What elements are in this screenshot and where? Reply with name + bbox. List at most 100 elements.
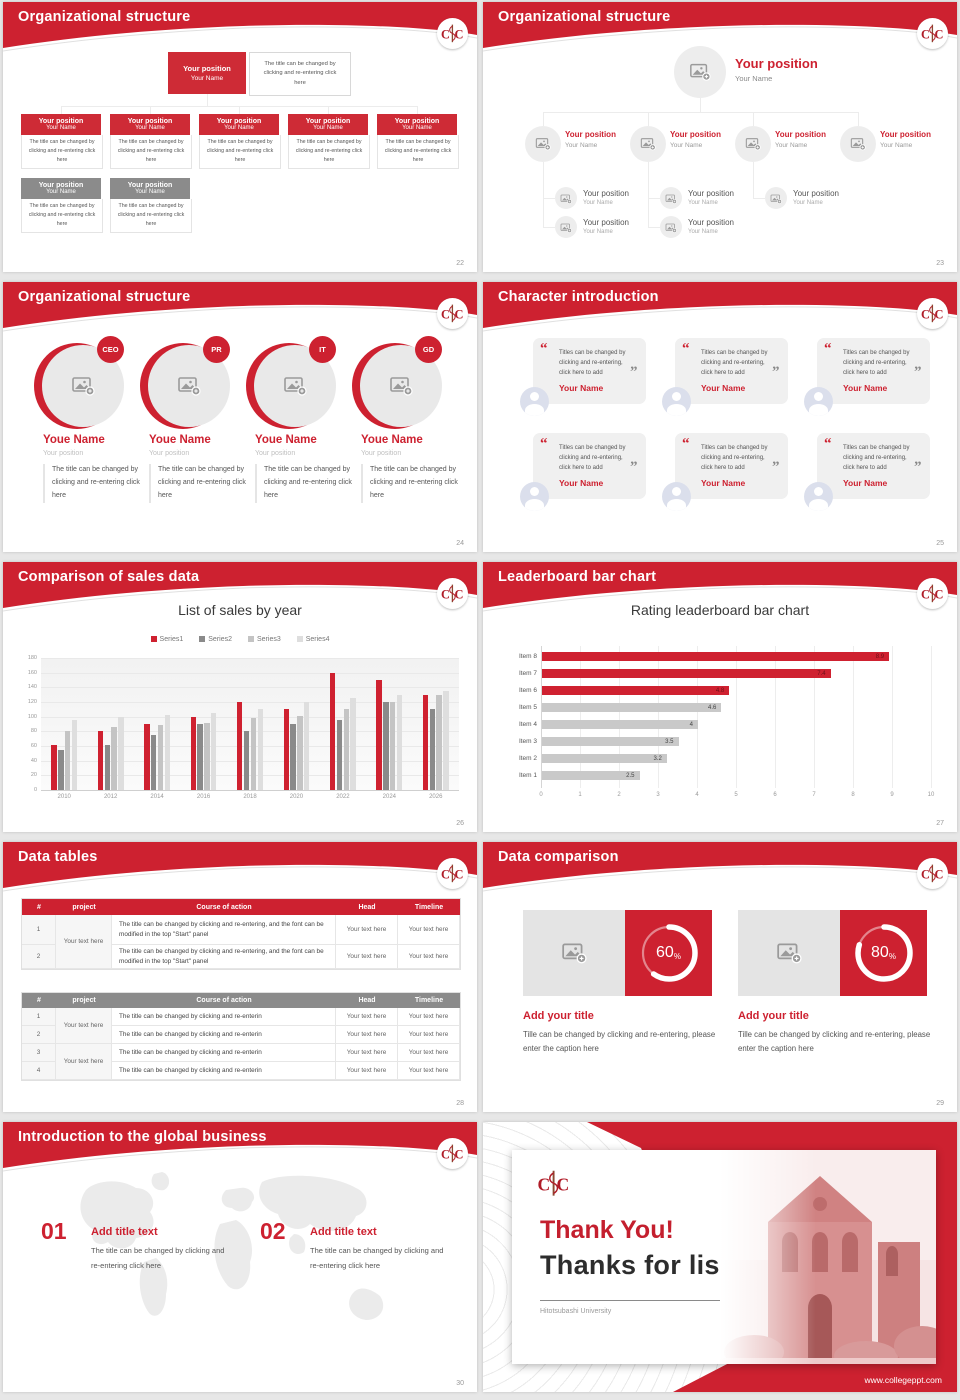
gridline — [41, 775, 459, 777]
item-heading: Add title text — [310, 1226, 377, 1238]
gridline — [41, 731, 459, 733]
column-header: Timeline — [414, 903, 444, 911]
connector-line — [328, 106, 329, 114]
position-title: Your position — [880, 130, 931, 139]
position-label: Your position — [38, 182, 84, 189]
bar — [237, 702, 243, 790]
table-cell: Your text here — [56, 1044, 112, 1080]
open-quote-icon: “ — [824, 341, 832, 357]
table-cell: The title can be changed by clicking and… — [112, 1026, 336, 1044]
position-title: Your position — [688, 218, 734, 227]
person-name: Your Name — [843, 383, 888, 393]
connector-line — [648, 227, 660, 228]
value-label: 4.8 — [715, 687, 725, 694]
donut-chart — [637, 921, 701, 985]
connector-line — [543, 227, 555, 228]
svg-text:C: C — [557, 1175, 570, 1195]
x-tick-label: 3 — [656, 792, 660, 798]
bar — [542, 702, 722, 712]
x-tick-label: 2012 — [103, 794, 118, 800]
bar — [542, 685, 730, 695]
image-placeholder-icon — [561, 940, 587, 966]
image-placeholder-icon — [535, 136, 551, 152]
x-tick-label: 0 — [539, 792, 543, 798]
bar — [157, 725, 164, 790]
caption-text: The title can be changed by clicking and… — [206, 139, 274, 163]
name-label: Your Name — [46, 189, 76, 195]
bar — [542, 668, 831, 678]
connector-line — [753, 198, 765, 199]
slide-22[interactable]: Your position Your Name The title can be c… — [3, 2, 477, 272]
y-tick-label: 80 — [30, 728, 37, 735]
gridline — [775, 646, 776, 788]
table-cell: 2 — [22, 1026, 56, 1044]
item-title: Add your title — [523, 1010, 594, 1022]
slide-27[interactable]: Rating leaderboard bar chart 0 1 2 3 4 5 6 7 8 9 10… — [483, 562, 957, 832]
page-number: 28 — [456, 1100, 464, 1107]
bar — [436, 694, 442, 790]
org-root-caption: The title can be changed by clicking and… — [249, 52, 351, 96]
table-cell: Your text here — [398, 1026, 460, 1044]
table-cell: The title can be changed by clicking and… — [112, 945, 336, 969]
item-body: The title can be changed by clicking and… — [91, 1246, 225, 1270]
name-label: Your Name — [190, 75, 224, 82]
bar — [257, 709, 263, 790]
bar — [542, 651, 890, 661]
org-node: Your position Your Name — [110, 178, 190, 199]
slide-24[interactable]: CEO Youe Name Your position The title can b… — [3, 282, 477, 552]
table-cell: The title can be changed by clicking and… — [112, 1062, 336, 1080]
role-badge: CEO — [97, 336, 124, 363]
donut-panel: 60% — [625, 910, 712, 996]
slide-body: CEO Youe Name Your position The title can b… — [3, 282, 477, 552]
bar — [422, 694, 429, 790]
table-cell: The title can be changed by clicking and… — [112, 1008, 336, 1026]
org-node-caption: The title can be changed by clicking and… — [21, 135, 103, 169]
profile-name: Youe Name — [43, 434, 105, 446]
column-header: Course of action — [196, 997, 252, 1004]
bar — [542, 753, 667, 763]
person-name: Your Name — [559, 383, 604, 393]
chart-legend: Series1 Series2 Series3 Series4 — [3, 634, 477, 644]
name-label: Your Name — [583, 229, 613, 235]
org-node-caption: The title can be changed by clicking and… — [377, 135, 459, 169]
x-tick-label: 2010 — [57, 794, 71, 800]
quote-card — [817, 433, 930, 499]
table-red: # project Course of action Head Timeline 1 2 Yo… — [21, 898, 461, 970]
slide-body: 60% Add your title Tille can be changed by… — [483, 842, 957, 1112]
svg-text:C: C — [537, 1175, 550, 1195]
donut-number: 60 — [656, 944, 674, 961]
profile-position: Your position — [43, 450, 84, 457]
gridline — [697, 646, 698, 788]
x-tick-label: 2018 — [243, 794, 257, 800]
campus-building-image — [720, 1150, 936, 1364]
slide-body: 01 Add title text The title can be changed… — [3, 1122, 477, 1392]
table-cell: Your text here — [336, 1008, 398, 1026]
slide-30[interactable]: 01 Add title text The title can be changed… — [3, 1122, 477, 1392]
donut-number: 80 — [871, 944, 889, 961]
image-placeholder-icon — [560, 221, 572, 233]
bar — [443, 691, 449, 790]
image-placeholder-icon — [665, 192, 677, 204]
caption-text: The title can be changed by clicking and… — [117, 203, 185, 227]
slide-26[interactable]: List of sales by year Series1 Series2 Serie… — [3, 562, 477, 832]
page-number: 29 — [936, 1100, 944, 1107]
table-cell: Your text here — [336, 915, 398, 945]
quote-card — [533, 433, 646, 499]
bar — [111, 726, 117, 790]
category-label: Item 3 — [518, 738, 537, 745]
slide-25[interactable]: “ Titles can be changed by clicking and r… — [483, 282, 957, 552]
slide-23[interactable]: Your position Your Name Your position Your … — [483, 2, 957, 272]
name-label: Your Name — [793, 200, 823, 206]
slide-28[interactable]: # project Course of action Head Timeline 1 2 Yo… — [3, 842, 477, 1112]
column-header: project — [72, 997, 96, 1004]
legend-item: Series1 — [150, 634, 183, 644]
avatar — [662, 482, 691, 511]
bar — [383, 702, 389, 790]
category-label: Item 6 — [518, 687, 537, 694]
bar — [283, 709, 289, 790]
x-tick-label: 7 — [812, 792, 816, 798]
image-placeholder-icon — [177, 374, 201, 398]
slide-29[interactable]: 60% Add your title Tille can be changed by… — [483, 842, 957, 1112]
